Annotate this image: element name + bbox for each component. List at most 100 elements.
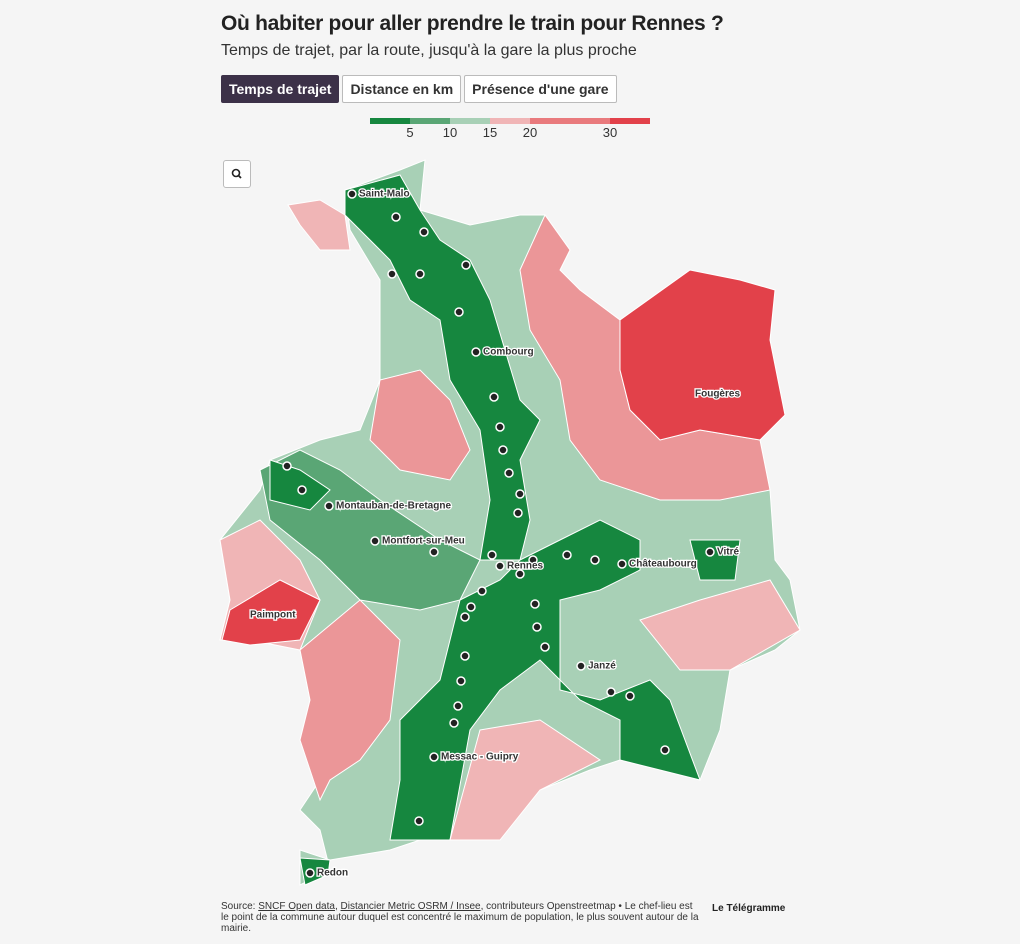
station <box>487 550 497 560</box>
logo: Le Télégramme <box>712 903 786 914</box>
station <box>415 269 425 279</box>
station <box>504 468 514 478</box>
city-dot <box>429 752 439 762</box>
station <box>466 602 476 612</box>
source-text: , contributeurs Openstreetmap • Le chef-… <box>221 901 699 934</box>
region <box>389 519 701 841</box>
station <box>489 392 499 402</box>
legend-tick-label: 5 <box>406 125 413 140</box>
city-dot <box>370 536 380 546</box>
region <box>344 174 541 561</box>
station <box>540 642 550 652</box>
legend-tick-label: 20 <box>523 125 537 140</box>
station <box>528 555 538 565</box>
city-label: Montauban-de-Bretagne <box>336 501 451 512</box>
city-label: Paimpont <box>250 610 296 621</box>
legend-swatch <box>490 118 530 124</box>
source: Source: SNCF Open data, Distancier Metri… <box>221 901 701 934</box>
station <box>282 461 292 471</box>
region <box>639 579 801 671</box>
station <box>606 687 616 697</box>
station <box>453 701 463 711</box>
legend-swatch <box>410 118 450 124</box>
station <box>419 227 429 237</box>
tabs: Temps de trajet Distance en km Présence … <box>221 75 617 103</box>
title: Où habiter pour aller prendre le train p… <box>221 12 724 35</box>
tab[interactable]: Présence d'une gare <box>464 75 617 103</box>
legend-swatch <box>370 118 410 124</box>
station <box>414 816 424 826</box>
station <box>530 599 540 609</box>
region <box>369 369 471 481</box>
city-label: Châteaubourg <box>629 559 697 570</box>
station <box>515 489 525 499</box>
city-dot <box>324 501 334 511</box>
city-dot <box>305 868 315 878</box>
city-label: Messac - Guipry <box>441 752 519 763</box>
station <box>513 508 523 518</box>
city-dot <box>617 559 627 569</box>
station <box>660 745 670 755</box>
region <box>269 459 331 511</box>
station <box>449 718 459 728</box>
station <box>625 691 635 701</box>
station <box>429 547 439 557</box>
region <box>299 599 401 802</box>
station <box>454 307 464 317</box>
source-link[interactable]: Distancier Metric OSRM / Insee <box>340 901 481 912</box>
region <box>299 857 331 886</box>
legend-tick-label: 15 <box>483 125 497 140</box>
stations <box>282 212 670 826</box>
legend-tick-label: 30 <box>603 125 617 140</box>
source-sep: , <box>334 901 341 912</box>
zoom-button[interactable] <box>223 160 251 188</box>
station <box>495 422 505 432</box>
region <box>449 719 601 841</box>
legend: 5 10 15 20 30 <box>370 118 650 140</box>
subtitle: Temps de trajet, par la route, jusqu'à l… <box>221 42 637 59</box>
region <box>287 199 351 251</box>
city-label: Fougères <box>695 389 740 400</box>
legend-swatch <box>450 118 490 124</box>
station <box>456 676 466 686</box>
tab[interactable]: Temps de trajet <box>221 75 340 103</box>
regions <box>219 159 801 886</box>
city-dot <box>471 347 481 357</box>
legend-tick-label: 10 <box>443 125 457 140</box>
city-label: Montfort-sur-Meu <box>382 536 465 547</box>
station <box>297 485 307 495</box>
city-dot <box>705 547 715 557</box>
region <box>689 539 741 581</box>
station <box>532 622 542 632</box>
legend-swatch <box>610 118 650 124</box>
source-prefix: Source: <box>221 901 259 912</box>
city-label: Janzé <box>588 661 616 672</box>
station <box>461 260 471 270</box>
station <box>498 445 508 455</box>
station <box>391 212 401 222</box>
legend-swatch <box>530 118 610 124</box>
tab[interactable]: Distance en km <box>342 75 462 103</box>
city-label: Saint-Malo <box>359 189 410 200</box>
search-icon <box>231 168 242 179</box>
city-label: Rennes <box>507 561 544 572</box>
region <box>619 269 786 441</box>
station <box>460 612 470 622</box>
station <box>477 586 487 596</box>
city-dot <box>347 189 357 199</box>
region <box>221 579 321 646</box>
station <box>460 651 470 661</box>
city-labels: Saint-Malo Combourg Fougères Montauban-de-B… <box>249 187 742 880</box>
station <box>562 550 572 560</box>
city-dot <box>576 661 586 671</box>
station <box>387 269 397 279</box>
city-label: Redon <box>317 868 348 879</box>
city-label: Vitré <box>717 547 739 558</box>
station <box>515 569 525 579</box>
source-link[interactable]: SNCF Open data <box>258 901 335 912</box>
station <box>590 555 600 565</box>
city-label: Combourg <box>483 347 534 358</box>
city-dot <box>495 561 505 571</box>
